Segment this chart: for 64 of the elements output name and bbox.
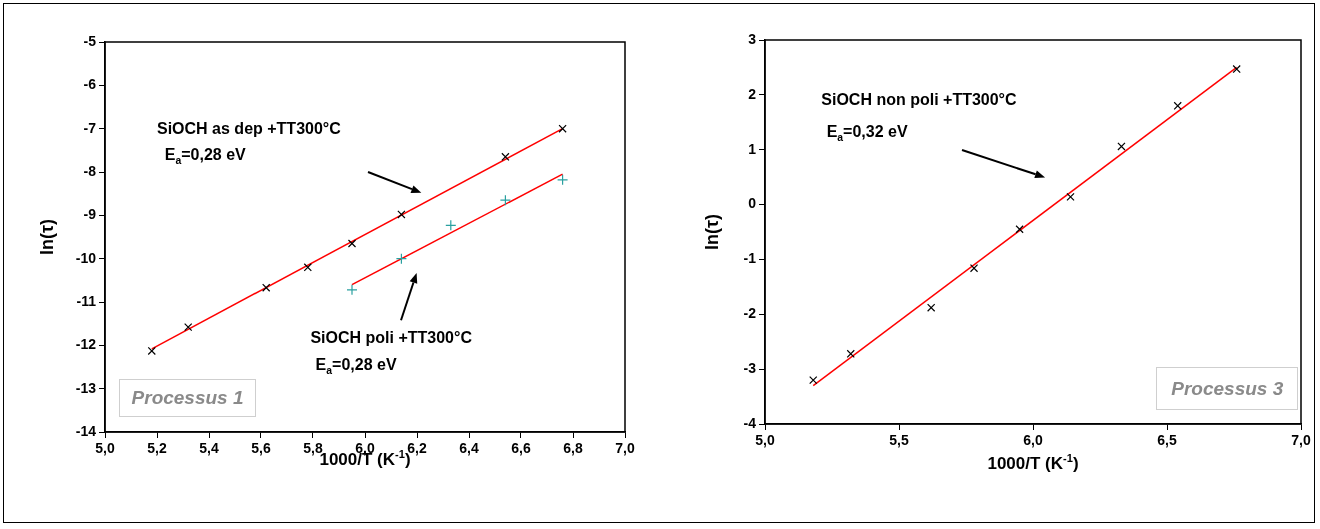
x-tick-label: 6,5 [1157,432,1177,449]
y-tick-label: -3 [743,360,757,376]
annotation: SiOCH poli +TT300°C [310,328,472,346]
point [927,303,936,312]
x-tick-label: 5,4 [199,440,219,457]
y-tick-label: 3 [748,30,757,47]
y-axis-title: ln(τ) [37,218,57,256]
point [557,174,569,186]
point [809,375,818,385]
point [1117,142,1126,151]
y-tick-label: 1 [748,140,757,157]
annotation: SiOCH non poli +TT300°C [821,90,1017,108]
y-tick-label: -13 [75,379,97,396]
x-tick-label: 7,0 [1291,432,1311,449]
y-tick-label: 2 [748,85,757,102]
x-axis-title: 1000/T (K$^{-1}$) [987,452,1079,473]
annotation: SiOCH as dep +TT300°C [157,119,341,137]
point [499,194,511,206]
point [501,152,510,161]
point [346,284,358,296]
annotation: E$_{a}$=0,28 eV [164,146,246,167]
x-tick-label: 7,0 [615,440,635,457]
x-tick-label: 5,0 [755,432,775,449]
point [445,219,457,231]
y-tick-label: 0 [748,195,757,212]
point [147,346,156,356]
point [262,283,271,292]
x-tick-label: 5,5 [889,432,909,449]
y-axis-title: ln(τ) [702,213,722,251]
point [846,349,855,358]
annotation: E$_{a}$=0,28 eV [315,356,397,377]
y-tick-label: -8 [83,162,97,179]
x-tick-label: 6,6 [511,440,531,457]
y-tick-label: -12 [75,336,97,353]
point [184,323,193,332]
x-tick-label: 6,8 [563,440,583,457]
point [347,239,357,248]
y-tick-label: -9 [83,206,97,223]
y-tick-label: -11 [76,292,97,309]
annotation: Processus 3 [1156,367,1299,410]
x-tick-label: 5,0 [95,440,115,457]
y-tick-label: -10 [75,249,97,266]
point [1015,225,1024,234]
x-tick-label: 6,4 [459,440,479,457]
y-tick-label: -4 [743,414,757,431]
point [558,124,567,133]
point [969,264,979,273]
point [397,210,406,219]
y-tick-label: -14 [75,422,97,439]
x-tick-label: 5,6 [251,440,271,457]
point [303,263,312,272]
annotation: Processus 1 [119,378,256,417]
point [1173,101,1182,110]
x-tick-label: 5,2 [147,440,167,457]
point [1232,64,1241,74]
point [1066,192,1075,202]
y-tick-label: -7 [83,119,97,136]
x-tick-label: 6,0 [1023,432,1043,449]
y-tick-label: -1 [743,250,757,267]
point [395,253,407,265]
y-tick-label: -6 [83,76,97,93]
y-tick-label: -5 [83,32,97,49]
annotation: E$_{a}$=0,32 eV [826,123,908,144]
y-tick-label: -2 [743,305,757,322]
